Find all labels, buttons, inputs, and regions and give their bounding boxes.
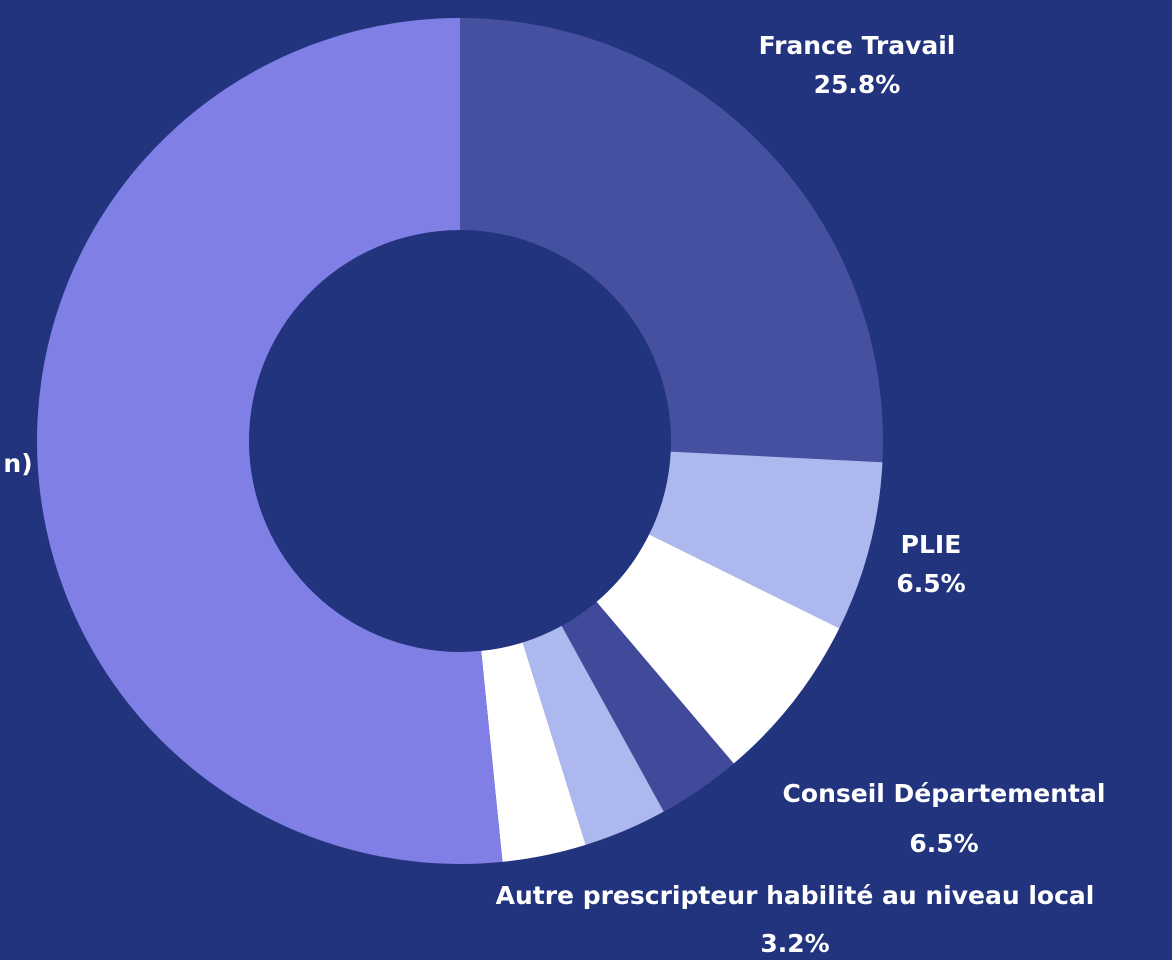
donut-segment: [36, 18, 503, 864]
donut-segment: [561, 601, 734, 812]
donut-segment: [596, 534, 840, 764]
value-label: 6.5%: [909, 829, 978, 858]
segment-label: France Travail: [759, 31, 956, 60]
value-label: 25.8%: [814, 70, 901, 99]
donut-segment: [481, 642, 586, 862]
segment-label: PLIE: [901, 530, 962, 559]
segment-label: n): [3, 449, 32, 478]
donut-segment: [649, 451, 883, 629]
donut-segment: [460, 18, 884, 463]
segment-label: Autre prescripteur habilité au niveau lo…: [496, 881, 1095, 910]
value-label: 3.2%: [760, 929, 829, 958]
segment-label: Conseil Départemental: [783, 779, 1106, 808]
donut-segment: [522, 625, 664, 845]
value-label: 6.5%: [896, 569, 965, 598]
